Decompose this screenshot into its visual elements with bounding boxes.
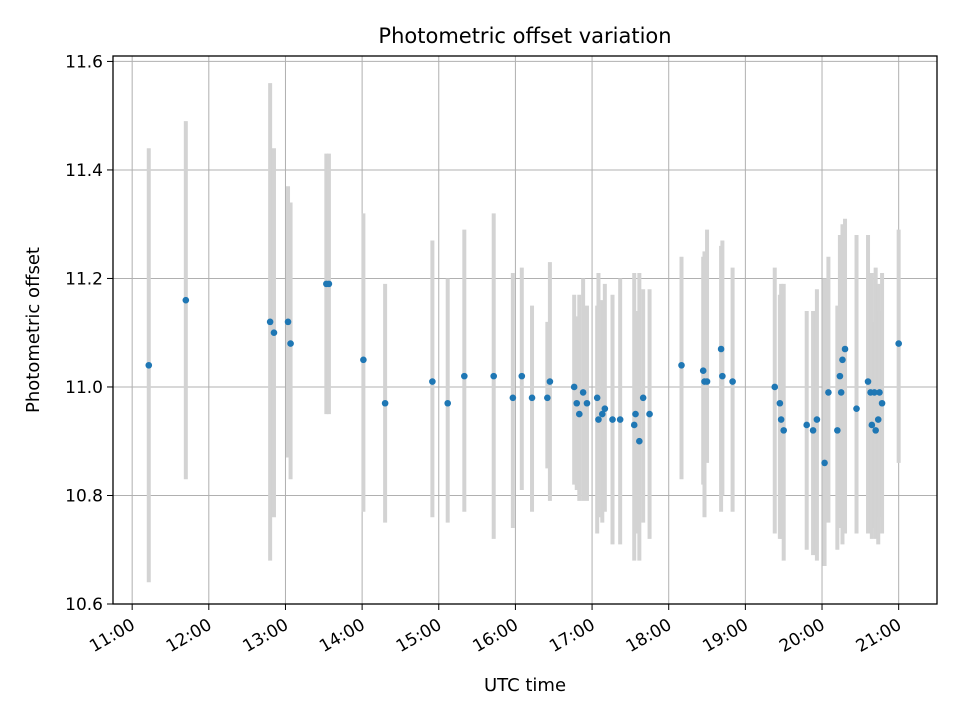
data-point [813,416,821,423]
data-point [776,399,784,407]
data-point [429,378,436,385]
y-tick-label: 10.8 [65,486,103,506]
data-point [593,394,601,402]
data-point [182,296,190,304]
data-point [509,394,517,402]
data-point [518,372,526,380]
data-point [284,318,292,326]
data-point [616,416,624,423]
data-point [360,356,367,364]
x-tick-label: 18:00 [623,615,675,657]
data-point [325,280,333,288]
data-point [864,378,872,385]
x-tick-label: 17:00 [546,615,598,657]
data-point [570,383,578,391]
data-point [874,416,882,423]
data-point [490,372,498,380]
data-point [777,416,785,423]
data-point [595,416,602,423]
chart-title: Photometric offset variation [378,24,671,48]
data-point [381,399,389,407]
data-point [601,405,609,412]
data-point [575,410,583,418]
data-point [837,389,845,396]
data-point [639,394,647,402]
data-point [876,389,883,396]
data-point [573,399,581,407]
data-point [821,459,828,467]
data-point [583,399,591,407]
x-axis-label: UTC time [484,675,566,696]
data-point [598,410,606,418]
y-tick-label: 10.6 [65,595,103,615]
y-tick-label: 11.2 [65,269,103,289]
data-point [699,367,707,374]
data-point [579,389,587,396]
data-point [839,356,846,364]
data-point [646,410,653,418]
data-point [834,427,841,434]
data-point [868,421,876,429]
x-tick-label: 21:00 [853,615,905,657]
x-tick-label: 16:00 [469,615,521,657]
data-point [853,405,860,412]
data-point [266,318,274,326]
data-point [809,427,817,434]
data-point [145,361,153,369]
x-tick-label: 20:00 [776,615,828,657]
y-axis-label: Photometric offset [23,247,44,413]
y-tick-label: 11.4 [65,161,103,181]
data-point [825,389,832,396]
axes-frame [112,55,938,605]
data-point [871,389,878,396]
data-point [836,372,844,380]
data-point [287,340,294,347]
data-points [145,280,902,467]
data-point [878,399,886,407]
data-point [771,383,779,391]
data-point [632,410,639,418]
x-tick-label: 11:00 [86,615,138,657]
data-point [841,345,849,353]
data-point [895,340,902,347]
y-tick-label: 11.0 [65,378,103,398]
data-point [461,372,468,380]
data-point [678,361,685,369]
data-point [528,394,536,402]
y-tick-label: 11.6 [65,52,103,72]
data-point [636,437,643,445]
x-tick-label: 14:00 [316,615,368,657]
x-tick-label: 13:00 [240,615,292,657]
data-point [703,378,711,385]
x-tick-label: 15:00 [393,615,445,657]
data-point [270,329,278,337]
x-tick-label: 19:00 [699,615,751,657]
data-point [444,399,452,407]
data-point [546,378,554,385]
data-point [729,378,736,385]
data-point [780,427,787,434]
data-point [803,421,810,429]
data-point [717,345,725,353]
data-point [719,372,726,380]
data-point [544,394,551,402]
data-point [872,427,879,434]
errorbars [146,83,901,583]
data-point [609,416,616,423]
data-point [630,421,638,429]
x-tick-label: 12:00 [163,615,215,657]
